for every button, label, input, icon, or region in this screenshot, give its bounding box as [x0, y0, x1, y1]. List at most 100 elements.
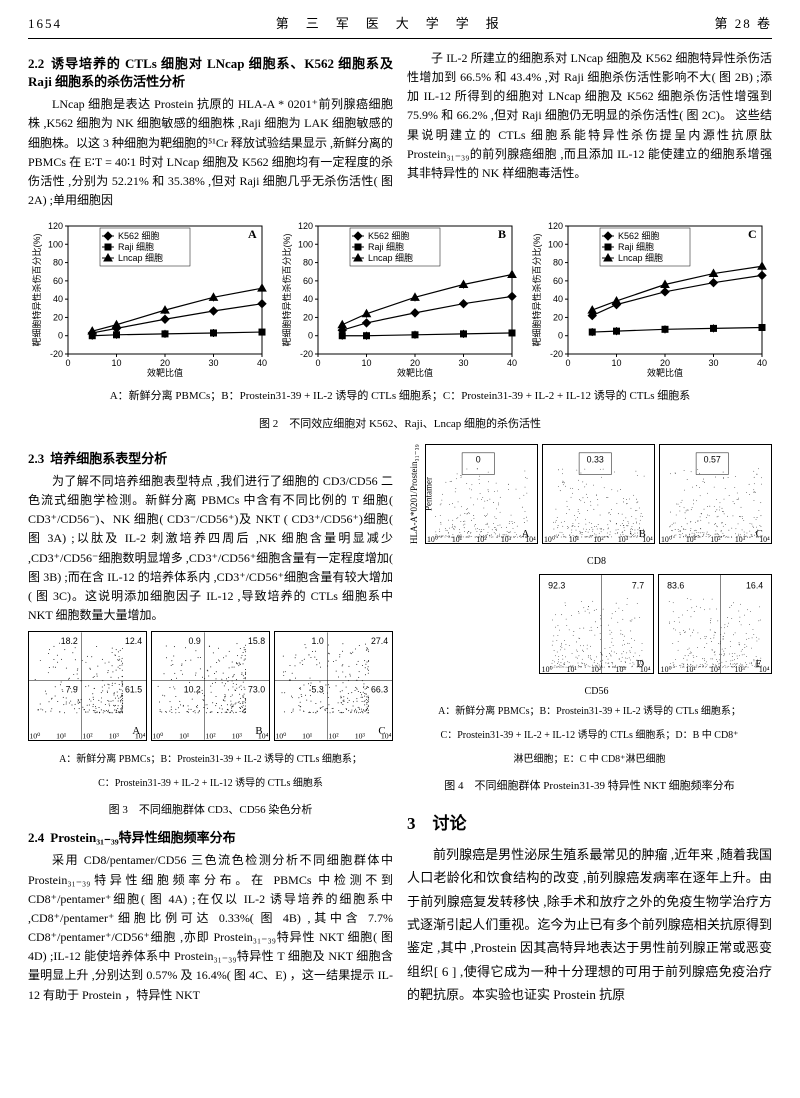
sec24-title: 2.4Prostein₃₁₋₃₉特异性细胞频率分布	[28, 829, 393, 847]
svg-text:10²: 10²	[82, 732, 93, 741]
page-number: 1654	[28, 14, 62, 35]
svg-text:20: 20	[410, 358, 420, 368]
svg-text:10²: 10²	[710, 535, 721, 544]
svg-text:80: 80	[553, 258, 563, 268]
svg-text:20: 20	[553, 313, 563, 323]
svg-text:20: 20	[53, 313, 63, 323]
svg-text:10²: 10²	[710, 665, 721, 674]
fig3-caption: 图 3 不同细胞群体 CD3、CD56 染色分析	[28, 802, 393, 820]
svg-text:靶细胞特异性杀伤百分比(%): 靶细胞特异性杀伤百分比(%)	[31, 234, 42, 347]
svg-text:-20: -20	[550, 349, 563, 359]
sec3-para: 前列腺癌是男性泌尿生殖系最常见的肿瘤 ,近年来 ,随着我国人口老龄化和饮食结构的…	[407, 843, 772, 1007]
svg-text:120: 120	[48, 221, 63, 231]
svg-text:5.3: 5.3	[312, 685, 324, 695]
svg-text:40: 40	[507, 358, 517, 368]
svg-text:K562 细胞: K562 细胞	[618, 230, 660, 241]
sec22-left-para: LNcap 细胞是表达 Prostein 抗原的 HLA-A * 0201⁺前列…	[28, 95, 393, 210]
svg-text:10¹: 10¹	[179, 732, 190, 741]
svg-text:18.2: 18.2	[61, 636, 78, 646]
svg-text:0: 0	[315, 358, 320, 368]
svg-text:10³: 10³	[109, 732, 120, 741]
svg-text:60: 60	[53, 276, 63, 286]
svg-text:12.4: 12.4	[125, 636, 142, 646]
svg-text:10⁰: 10⁰	[660, 665, 671, 674]
svg-text:10¹: 10¹	[452, 535, 463, 544]
fig3-capline2: C：Prostein31-39 + IL-2 + IL-12 诱导的 CTLs …	[28, 776, 393, 792]
fig4-capline1: A：新鲜分离 PBMCs；B：Prostein31-39 + IL-2 诱导的 …	[407, 704, 772, 720]
svg-text:B: B	[498, 227, 506, 241]
sec24-para: 采用 CD8/pentamer/CD56 三色流色检测分析不同细胞群体中 Pro…	[28, 851, 393, 1005]
svg-text:10⁴: 10⁴	[381, 732, 392, 741]
svg-text:100: 100	[48, 240, 63, 250]
svg-text:7.7: 7.7	[632, 581, 644, 591]
svg-text:10³: 10³	[501, 535, 512, 544]
svg-text:10¹: 10¹	[56, 732, 67, 741]
svg-text:10⁴: 10⁴	[642, 535, 653, 544]
svg-text:-20: -20	[300, 349, 313, 359]
fig4-capline2: C：Prostein31-39 + IL-2 + IL-12 诱导的 CTLs …	[407, 728, 772, 744]
fig2-caption-line: A：新鲜分离 PBMCs；B：Prostein31-39 + IL-2 诱导的 …	[28, 388, 772, 406]
svg-text:Lncap 细胞: Lncap 细胞	[118, 252, 163, 263]
svg-text:Raji 细胞: Raji 细胞	[368, 241, 404, 252]
svg-text:靶细胞特异性杀伤百分比(%): 靶细胞特异性杀伤百分比(%)	[531, 234, 542, 347]
svg-text:Raji 细胞: Raji 细胞	[618, 241, 654, 252]
svg-text:Lncap 细胞: Lncap 细胞	[368, 252, 413, 263]
svg-text:10: 10	[111, 358, 121, 368]
svg-text:10: 10	[611, 358, 621, 368]
svg-text:效靶比值: 效靶比值	[647, 367, 683, 378]
svg-text:40: 40	[757, 358, 767, 368]
svg-text:10⁴: 10⁴	[135, 732, 146, 741]
svg-text:10: 10	[361, 358, 371, 368]
svg-text:Lncap 细胞: Lncap 细胞	[618, 252, 663, 263]
svg-text:10.2: 10.2	[184, 685, 201, 695]
svg-text:10³: 10³	[355, 732, 366, 741]
svg-text:10¹: 10¹	[685, 665, 696, 674]
svg-text:80: 80	[303, 258, 313, 268]
journal-title: 第 三 军 医 大 学 学 报	[276, 14, 501, 35]
svg-text:100: 100	[548, 240, 563, 250]
svg-text:30: 30	[458, 358, 468, 368]
svg-text:40: 40	[257, 358, 267, 368]
svg-text:0: 0	[565, 358, 570, 368]
svg-text:10¹: 10¹	[686, 535, 697, 544]
svg-text:10¹: 10¹	[567, 665, 578, 674]
fig4-caption: 图 4 不同细胞群体 Prostein31-39 特异性 NKT 细胞频率分布	[407, 778, 772, 796]
svg-text:10⁴: 10⁴	[640, 665, 651, 674]
svg-text:10⁰: 10⁰	[661, 535, 672, 544]
fig2-charts: -20020406080100120010203040K562 细胞Raji 细…	[28, 218, 772, 384]
svg-text:100: 100	[298, 240, 313, 250]
volume: 第 28 卷	[714, 14, 772, 35]
svg-text:10⁴: 10⁴	[759, 535, 770, 544]
svg-text:10²: 10²	[328, 732, 339, 741]
svg-text:66.3: 66.3	[371, 685, 388, 695]
svg-text:10³: 10³	[616, 665, 627, 674]
svg-text:Raji 细胞: Raji 细胞	[118, 241, 154, 252]
sec22-title: 2.2诱导培养的 CTLs 细胞对 LNcap 细胞系、K562 细胞系及 Ra…	[28, 55, 393, 91]
svg-text:73.0: 73.0	[248, 685, 265, 695]
svg-text:效靶比值: 效靶比值	[397, 367, 433, 378]
svg-text:10⁴: 10⁴	[258, 732, 269, 741]
svg-text:10²: 10²	[593, 535, 604, 544]
svg-text:10⁰: 10⁰	[152, 732, 163, 741]
svg-text:27.4: 27.4	[371, 636, 388, 646]
sec22-right-para: 子 IL-2 所建立的细胞系对 LNcap 细胞及 K562 细胞特异性杀伤活性…	[407, 49, 772, 183]
svg-text:10¹: 10¹	[302, 732, 313, 741]
svg-text:10¹: 10¹	[569, 535, 580, 544]
svg-text:16.4: 16.4	[746, 581, 763, 591]
svg-text:0.9: 0.9	[189, 636, 201, 646]
svg-text:效靶比值: 效靶比值	[147, 367, 183, 378]
svg-text:0: 0	[65, 358, 70, 368]
svg-text:40: 40	[53, 294, 63, 304]
sec23-title: 2.3培养细胞系表型分析	[28, 450, 393, 468]
svg-text:20: 20	[160, 358, 170, 368]
svg-text:10⁰: 10⁰	[542, 665, 553, 674]
svg-text:A: A	[248, 227, 257, 241]
svg-text:83.6: 83.6	[667, 581, 684, 591]
svg-text:10³: 10³	[735, 535, 746, 544]
sec23-para: 为了解不同培养细胞表型特点 ,我们进行了细胞的 CD3/CD56 二色流式细胞学…	[28, 472, 393, 626]
fig3-panels: 18.212.47.961.5A10⁰10¹10²10³10⁴0.915.810…	[28, 631, 393, 747]
svg-text:10⁰: 10⁰	[29, 732, 40, 741]
svg-text:40: 40	[553, 294, 563, 304]
svg-text:1.0: 1.0	[312, 636, 324, 646]
svg-text:0.33: 0.33	[587, 454, 604, 464]
